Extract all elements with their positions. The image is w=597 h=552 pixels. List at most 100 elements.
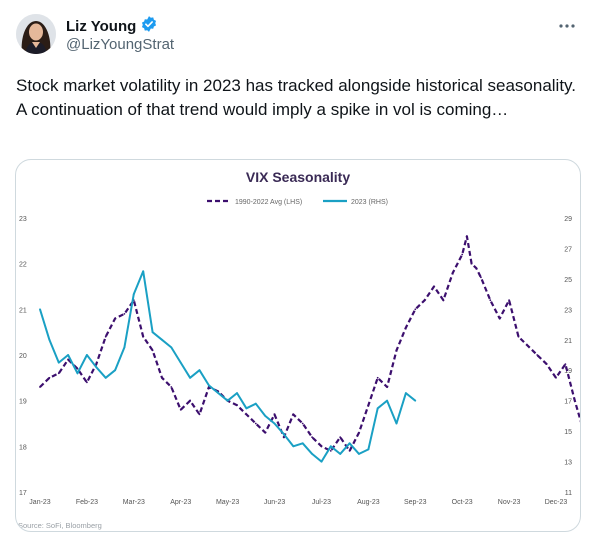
- data-point: [132, 293, 135, 295]
- data-point: [217, 392, 220, 394]
- y-tick-label-right: 11: [565, 490, 572, 497]
- data-point: [39, 308, 41, 311]
- data-point: [405, 326, 407, 329]
- data-point: [475, 267, 478, 270]
- data-point: [189, 376, 192, 379]
- data-point: [414, 308, 417, 311]
- data-point: [545, 363, 548, 365]
- data-point: [386, 386, 388, 388]
- data-point: [208, 384, 210, 387]
- data-point: [536, 354, 539, 356]
- data-point: [179, 408, 182, 411]
- data-point: [236, 392, 238, 394]
- y-tick-label-left: 22: [19, 262, 27, 269]
- y-tick-label-left: 21: [19, 307, 27, 314]
- data-point: [86, 354, 88, 356]
- data-point: [95, 363, 98, 365]
- legend-label-avg: 1990-2022 Avg (LHS): [235, 199, 302, 206]
- data-point: [442, 299, 445, 302]
- chart-title: VIX Seasonality: [246, 169, 350, 185]
- x-tick-label: Nov-23: [498, 499, 521, 506]
- data-point: [292, 445, 295, 448]
- data-point: [254, 422, 257, 425]
- data-point: [151, 331, 154, 334]
- data-point: [329, 450, 332, 452]
- data-point: [527, 345, 529, 347]
- x-tick-label: Oct-23: [452, 499, 473, 506]
- data-point: [198, 413, 201, 416]
- data-point: [376, 376, 379, 379]
- data-point: [470, 262, 473, 265]
- more-options-icon[interactable]: [557, 16, 577, 36]
- data-point: [264, 415, 267, 417]
- data-point: [376, 407, 379, 410]
- data-point: [339, 453, 342, 455]
- data-point: [358, 431, 360, 434]
- data-point: [67, 358, 69, 361]
- data-point: [301, 422, 304, 425]
- data-point: [423, 299, 426, 302]
- data-point: [48, 338, 51, 341]
- y-tick-label-left: 23: [19, 216, 27, 223]
- author-handle[interactable]: @LizYoungStrat: [66, 36, 175, 53]
- data-point: [311, 436, 313, 439]
- author-name-row: Liz Young: [66, 15, 158, 38]
- x-tick-label: Mar-23: [123, 499, 145, 506]
- y-tick-label-left: 20: [19, 353, 27, 360]
- y-tick-label-right: 15: [564, 429, 572, 436]
- data-point: [142, 270, 145, 273]
- data-point: [142, 335, 145, 338]
- data-point: [254, 402, 257, 405]
- data-point: [95, 366, 98, 369]
- data-point: [451, 271, 454, 274]
- data-point: [320, 445, 323, 448]
- data-point: [466, 235, 468, 238]
- data-point: [395, 349, 398, 352]
- data-point: [292, 413, 295, 416]
- y-tick-label-right: 25: [564, 277, 572, 284]
- y-tick-label-right: 21: [564, 338, 572, 345]
- data-point: [39, 386, 41, 388]
- data-point: [245, 413, 248, 416]
- data-point: [358, 453, 360, 455]
- avatar[interactable]: [16, 14, 56, 54]
- y-tick-label-left: 19: [19, 399, 27, 406]
- y-axis-right: 11 13 15 17 19 21 23 25 27 29: [564, 216, 572, 497]
- series-line-1990-2022-avg: [39, 235, 580, 452]
- data-point: [555, 376, 557, 379]
- data-point: [283, 436, 285, 439]
- data-point: [564, 363, 567, 365]
- data-point: [311, 453, 313, 455]
- data-point: [339, 436, 342, 439]
- x-tick-label: Apr-23: [170, 499, 191, 506]
- data-point: [104, 376, 107, 379]
- data-point: [414, 399, 417, 402]
- data-point: [189, 399, 192, 402]
- chart-card[interactable]: VIX Seasonality 1990-2022 Avg (LHS) 2023…: [15, 159, 581, 532]
- data-point: [573, 399, 576, 402]
- data-point: [320, 460, 323, 463]
- data-point: [348, 442, 351, 445]
- y-tick-label-right: 29: [564, 216, 572, 223]
- data-point: [123, 313, 126, 315]
- chart-legend: 1990-2022 Avg (LHS) 2023 (RHS): [207, 199, 388, 206]
- data-point: [480, 276, 482, 279]
- data-point: [245, 407, 248, 410]
- y-tick-label-right: 19: [564, 368, 572, 375]
- x-tick-label: Sep-23: [404, 499, 427, 506]
- vix-seasonality-chart: VIX Seasonality 1990-2022 Avg (LHS) 2023…: [18, 169, 580, 530]
- x-tick-label: Jun-23: [264, 499, 286, 506]
- y-tick-label-right: 23: [564, 307, 572, 314]
- data-point: [161, 376, 163, 379]
- author-display-name[interactable]: Liz Young: [66, 18, 137, 35]
- y-tick-label-left: 18: [19, 444, 27, 451]
- y-tick-label-right: 27: [564, 246, 572, 253]
- data-point: [367, 448, 370, 451]
- x-tick-label: Jan-23: [29, 499, 51, 506]
- data-point: [498, 317, 501, 320]
- x-tick-label: Dec-23: [545, 499, 568, 506]
- data-point: [226, 399, 229, 402]
- y-tick-label-left: 17: [19, 490, 27, 497]
- data-point: [151, 349, 154, 352]
